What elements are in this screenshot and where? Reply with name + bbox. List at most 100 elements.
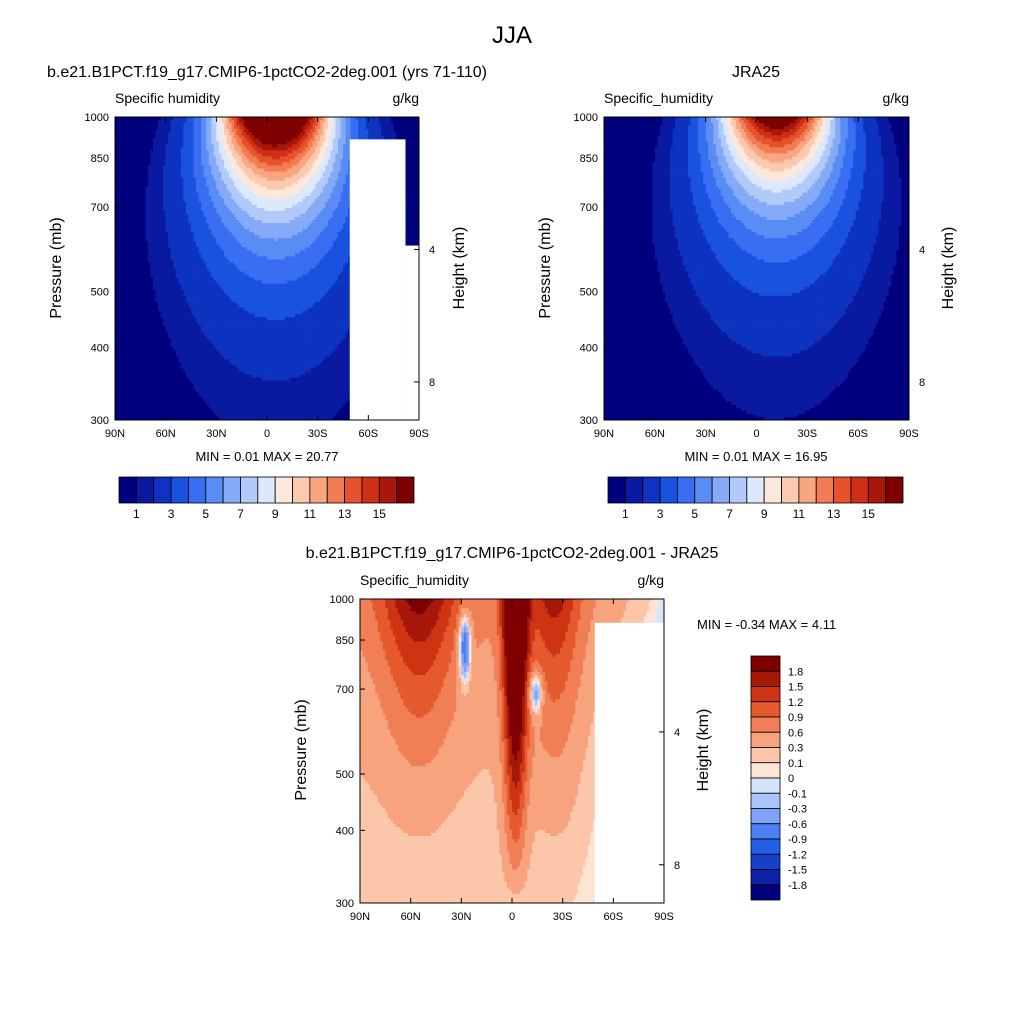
contour-cell	[312, 126, 316, 130]
contour-cell	[150, 220, 154, 224]
contour-cell	[175, 177, 179, 182]
contour-cell	[213, 159, 217, 163]
contour-cell	[337, 189, 341, 194]
contour-cell	[340, 201, 344, 206]
contour-cell	[125, 153, 129, 157]
contour-cell	[115, 144, 118, 148]
contour-cell	[173, 147, 177, 151]
contour-cell	[244, 180, 248, 185]
contour-cell	[343, 174, 346, 178]
contour-cell	[241, 168, 245, 172]
contour-cell	[251, 147, 255, 151]
contour-cell	[226, 183, 230, 188]
contour-cell	[239, 174, 243, 178]
contour-cell	[175, 226, 179, 230]
contour-cell	[256, 195, 260, 200]
contour-cell	[234, 189, 237, 194]
contour-cell	[411, 162, 415, 166]
contour-cell	[135, 195, 139, 200]
contour-cell	[292, 171, 296, 175]
contour-cell	[312, 192, 316, 197]
contour-cell	[127, 177, 131, 182]
contour-cell	[340, 216, 344, 221]
contour-cell	[289, 229, 293, 233]
contour-cell	[203, 174, 207, 178]
contour-cell	[137, 117, 141, 121]
contour-cell	[188, 159, 192, 163]
contour-cell	[239, 171, 243, 175]
contour-cell	[411, 223, 415, 227]
contour-cell	[408, 135, 412, 139]
contour-cell	[264, 213, 268, 218]
contour-cell	[170, 171, 174, 175]
contour-cell	[320, 135, 324, 139]
contour-cell	[165, 235, 169, 239]
contour-cell	[203, 229, 207, 233]
contour-cell	[317, 174, 321, 178]
contour-cell	[282, 216, 286, 221]
contour-cell	[292, 195, 296, 200]
contour-cell	[345, 207, 349, 212]
contour-cell	[137, 235, 141, 239]
contour-cell	[259, 192, 263, 197]
contour-cell	[170, 201, 174, 206]
contour-cell	[413, 213, 417, 218]
contour-cell	[175, 147, 179, 151]
contour-cell	[183, 210, 187, 215]
contour-cell	[223, 204, 227, 209]
contour-cell	[261, 153, 265, 157]
contour-cell	[406, 117, 410, 121]
contour-cell	[348, 123, 351, 127]
contour-cell	[155, 180, 159, 185]
contour-cell	[115, 229, 118, 233]
contour-cell	[218, 223, 222, 227]
contour-cell	[350, 120, 354, 124]
contour-cell	[236, 162, 240, 166]
contour-cell	[223, 186, 227, 191]
contour-cell	[360, 117, 364, 121]
contour-cell	[327, 168, 331, 172]
contour-cell	[277, 156, 281, 160]
contour-cell	[292, 159, 296, 163]
contour-cell	[130, 189, 134, 194]
contour-cell	[269, 195, 273, 200]
contour-cell	[411, 135, 415, 139]
contour-cell	[183, 198, 187, 203]
contour-cell	[206, 241, 210, 245]
contour-cell	[274, 195, 278, 200]
contour-cell	[208, 213, 212, 218]
contour-cell	[272, 229, 275, 233]
contour-cell	[322, 223, 326, 227]
contour-cell	[307, 198, 311, 203]
contour-cell	[343, 123, 346, 127]
contour-cell	[264, 168, 268, 172]
contour-cell	[307, 147, 311, 151]
contour-cell	[142, 165, 146, 169]
contour-cell	[165, 141, 169, 145]
contour-cell	[340, 226, 344, 230]
contour-cell	[165, 126, 169, 130]
contour-cell	[165, 192, 169, 197]
contour-cell	[299, 216, 303, 221]
contour-cell	[145, 223, 149, 227]
contour-cell	[267, 213, 270, 218]
contour-cell	[160, 216, 164, 221]
contour-cell	[272, 223, 275, 227]
contour-cell	[310, 123, 313, 127]
contour-cell	[155, 195, 159, 200]
contour-cell	[135, 126, 139, 130]
contour-cell	[272, 141, 275, 145]
contour-cell	[315, 123, 319, 127]
contour-cell	[279, 153, 283, 157]
contour-cell	[274, 201, 278, 206]
contour-cell	[317, 135, 321, 139]
contour-cell	[140, 156, 144, 160]
contour-cell	[282, 144, 286, 148]
contour-cell	[231, 135, 235, 139]
contour-cell	[211, 144, 215, 148]
contour-cell	[150, 117, 154, 121]
contour-cell	[264, 126, 268, 130]
contour-cell	[269, 183, 273, 188]
contour-cell	[294, 123, 298, 127]
contour-cell	[188, 120, 192, 124]
